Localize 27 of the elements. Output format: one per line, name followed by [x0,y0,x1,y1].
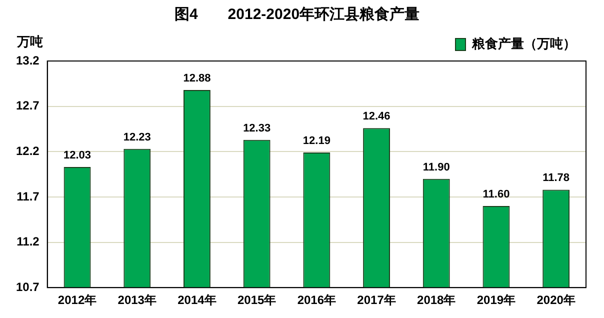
x-tick-label: 2017年 [357,293,396,308]
x-tick-label: 2020年 [536,293,576,308]
data-label: 12.19 [302,135,330,148]
x-tick-label: 2019年 [476,293,516,308]
chart-title: 图4 2012-2020年环江县粮食产量 [174,6,420,24]
x-tick-label: 2013年 [118,293,156,308]
x-tick-label: 2018年 [417,293,456,308]
data-label: 12.88 [183,72,211,85]
y-axis-title: 万吨 [16,34,43,50]
y-tick-label: 12.2 [16,144,40,158]
data-label: 12.46 [362,110,390,123]
legend-label: 粮食产量（万吨） [471,36,576,52]
data-label: 11.60 [482,188,510,201]
data-label: 12.03 [64,150,92,162]
y-tick-label: 10.7 [16,280,40,294]
x-tick-label: 2012年 [58,293,97,308]
y-tick-label: 11.7 [16,189,40,204]
x-tick-label: 2014年 [178,293,216,308]
data-label: 11.78 [542,172,570,184]
y-tick-label: 13.2 [16,53,40,68]
y-tick-label: 11.2 [16,234,40,249]
y-tick-label: 12.7 [16,98,40,113]
x-tick-label: 2015年 [237,293,276,308]
data-label: 11.90 [422,161,450,174]
x-tick-label: 2016年 [297,293,336,308]
data-label: 12.23 [123,131,151,144]
data-label: 12.33 [243,122,271,134]
